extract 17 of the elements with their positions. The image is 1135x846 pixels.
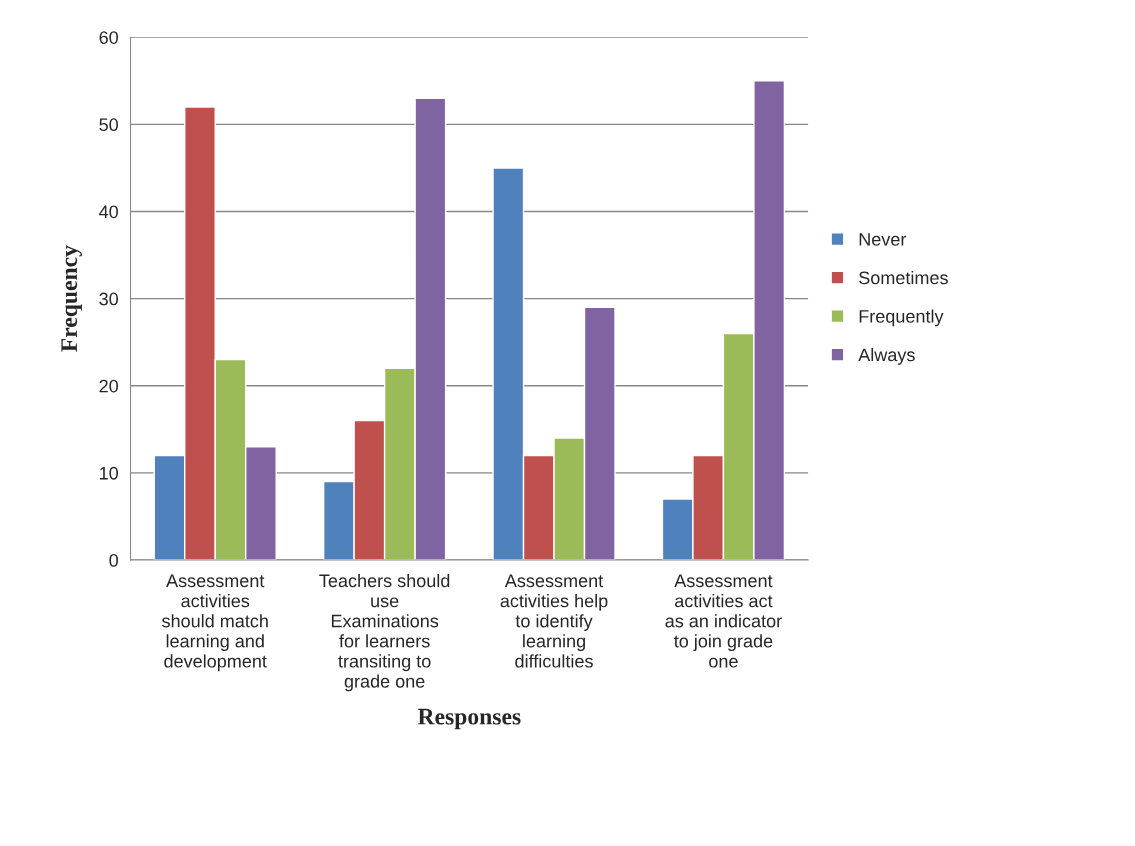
legend-label: Always [858, 347, 915, 365]
x-tick-label: Assessment activities help to identify learning difficulties [500, 574, 608, 668]
y-tick-label: 30 [99, 292, 119, 306]
x-tick-label: Teachers should use Examinations for learners transiting to grade one [319, 573, 450, 692]
x-tick-label: Assessment activities act as an indicator to join grade one [665, 574, 782, 668]
y-tick-label: 20 [99, 379, 119, 393]
y-tick-label: 0 [109, 553, 119, 567]
y-tick-label: 50 [99, 118, 119, 132]
legend-label: Sometimes [859, 270, 948, 285]
legend-label: Never [859, 233, 907, 246]
x-axis-title: Responses [417, 708, 521, 730]
x-tick-label: Assessment activities should match learning and development [162, 574, 268, 672]
y-axis-title: Frequency [61, 245, 82, 352]
y-tick-label: 40 [99, 205, 119, 219]
legend-label: Frequently [859, 309, 944, 327]
y-tick-label: 60 [99, 31, 119, 44]
y-tick-label: 10 [100, 466, 119, 480]
